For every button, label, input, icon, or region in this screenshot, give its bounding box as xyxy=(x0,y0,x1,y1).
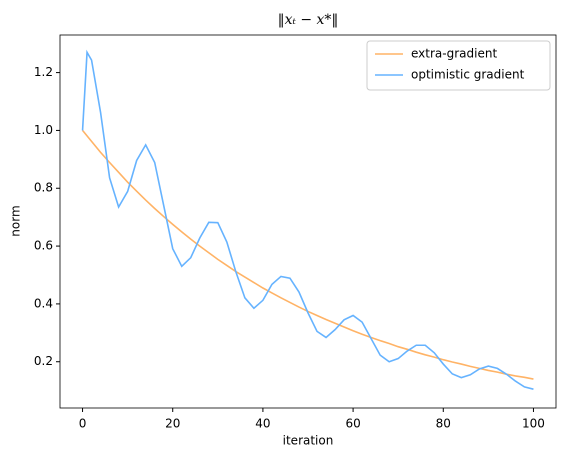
y-tick-label: 0.8 xyxy=(34,181,53,195)
x-tick-label: 40 xyxy=(255,417,270,431)
x-tick-label: 0 xyxy=(79,417,87,431)
legend-label: extra-gradient xyxy=(411,47,497,61)
x-tick-label: 100 xyxy=(522,417,545,431)
line-series xyxy=(81,129,534,380)
line-series xyxy=(81,49,534,390)
y-axis-label: norm xyxy=(9,205,23,236)
y-tick-label: 1.2 xyxy=(34,65,53,79)
x-tick-label: 80 xyxy=(436,417,451,431)
x-axis-label: iteration xyxy=(283,434,334,448)
legend-label: optimistic gradient xyxy=(411,68,525,82)
chart-title: ‖xₜ − x*‖ xyxy=(278,12,339,28)
x-tick-label: 20 xyxy=(165,417,180,431)
y-tick-label: 0.6 xyxy=(34,239,53,253)
x-tick-label: 60 xyxy=(345,417,360,431)
y-tick-label: 0.4 xyxy=(34,296,53,310)
y-tick-label: 0.2 xyxy=(34,354,53,368)
axes-frame xyxy=(59,34,557,409)
y-tick-label: 1.0 xyxy=(34,123,53,137)
legend-box xyxy=(366,40,551,91)
